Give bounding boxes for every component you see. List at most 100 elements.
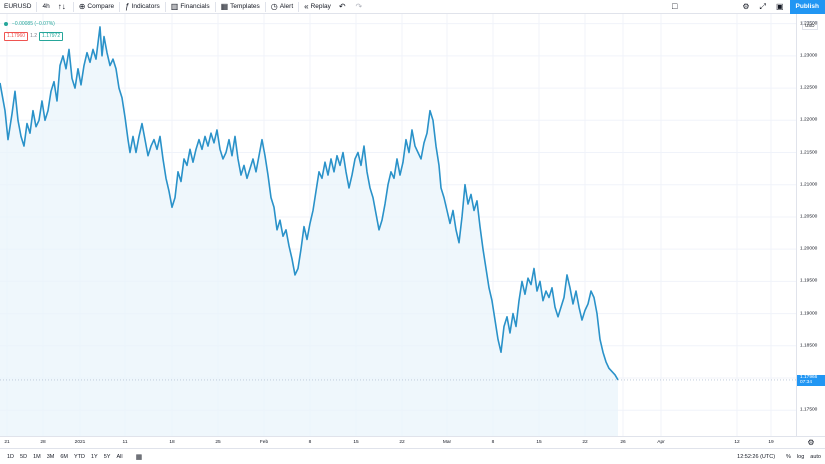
replay-icon: «: [304, 1, 309, 11]
chart-pane[interactable]: −0.00085 (−0.07%) 1.17960 1.2 1.17972: [0, 14, 797, 436]
templates-button[interactable]: ▦ Templates: [217, 0, 264, 14]
fullscreen-icon: ⤢: [759, 1, 766, 11]
time-tick-label: 15: [353, 440, 359, 445]
gear-icon: ⚙: [742, 1, 750, 11]
time-tick-label: 2021: [74, 440, 86, 445]
financials-label: Financials: [180, 3, 210, 10]
compare-label: Compare: [87, 3, 115, 10]
toolbar-divider: [72, 1, 74, 12]
toolbar-divider: [298, 1, 300, 12]
utc-clock[interactable]: 12:52:26 (UTC): [737, 453, 776, 460]
time-tick-label: 15: [536, 440, 542, 445]
range-button-all[interactable]: All: [116, 453, 123, 460]
range-button-3m[interactable]: 3M: [46, 453, 55, 460]
currency-label[interactable]: USD: [802, 21, 818, 30]
time-tick-label: 12: [734, 440, 740, 445]
range-button-5d[interactable]: 5D: [20, 453, 28, 460]
bars-icon: ↑↓: [57, 1, 66, 11]
indicators-label: Indicators: [131, 3, 160, 10]
time-tick-label: 26: [620, 440, 626, 445]
alarm-clock-icon: ◷: [270, 1, 278, 11]
auto-toggle[interactable]: auto: [810, 453, 821, 460]
indicators-button[interactable]: ƒ Indicators: [121, 0, 164, 14]
log-toggle[interactable]: log: [796, 453, 805, 460]
bottom-bar: 1D 5D 1M 3M 6M YTD 1Y 5Y All ▦ 12:52:26 (UTC) % …: [0, 448, 825, 464]
time-tick-label: 8: [491, 440, 495, 445]
range-button-1y[interactable]: 1Y: [90, 453, 98, 460]
price-tick-label: 1.18500: [800, 343, 818, 349]
time-tick-label: 22: [582, 440, 588, 445]
publish-button[interactable]: Publish: [789, 0, 825, 14]
indicators-icon: ƒ: [125, 1, 130, 11]
price-line: [0, 26, 619, 381]
snapshot-button[interactable]: ▣: [772, 0, 790, 14]
redo-icon: ↷: [355, 1, 363, 11]
time-tick-label: 18: [169, 440, 175, 445]
range-button-1m[interactable]: 1M: [33, 453, 41, 460]
time-tick-label: 21: [4, 440, 10, 445]
gear-icon: ⚙: [807, 438, 815, 447]
legend-change-row: −0.00085 (−0.07%): [4, 19, 63, 29]
toolbar-divider: [119, 1, 121, 12]
undo-button[interactable]: ↶: [335, 0, 352, 14]
time-scale[interactable]: 21 28 2021 11 18 25 Feb 8 15 22 Mar 8 15 22 26 Apr 12 19: [0, 436, 797, 448]
interval-label: 4h: [42, 3, 50, 10]
time-tick-label: 25: [215, 440, 221, 445]
time-tick-label: 28: [40, 440, 46, 445]
time-tick-label: Apr: [657, 440, 665, 445]
layout-button[interactable]: □: [668, 0, 683, 14]
toolbar-divider: [264, 1, 266, 12]
spread-value: 1.2: [30, 33, 38, 39]
range-button-1d[interactable]: 1D: [7, 453, 15, 460]
plus-circle-icon: ⊕: [78, 1, 86, 11]
toolbar-divider: [214, 1, 216, 12]
price-tick-label: 1.20500: [800, 214, 818, 220]
price-tick-label: 1.17500: [800, 407, 818, 413]
price-scale[interactable]: USD 1.23500 1.23000 1.22500 1.22000 1.21500 1…: [797, 14, 825, 436]
time-tick-label: Feb: [259, 440, 269, 445]
time-tick-label: 19: [768, 440, 774, 445]
range-button-6m[interactable]: 6M: [60, 453, 68, 460]
toolbar-divider: [36, 1, 38, 12]
scale-settings-button[interactable]: ⚙: [797, 436, 825, 448]
settings-button[interactable]: ⚙: [738, 0, 755, 14]
chart-style-button[interactable]: ↑↓: [54, 0, 72, 14]
redo-button[interactable]: ↷: [352, 0, 369, 14]
replay-button[interactable]: «Replay: [300, 0, 335, 14]
price-tick-label: 1.19500: [800, 278, 818, 284]
price-tick-label: 1.23500: [800, 21, 818, 27]
camera-icon: ▣: [775, 1, 784, 11]
price-tick-label: 1.23000: [800, 53, 818, 59]
range-button-5y[interactable]: 5Y: [103, 453, 111, 460]
range-buttons: 1D 5D 1M 3M 6M YTD 1Y 5Y All: [0, 454, 126, 460]
time-tick-label: 11: [122, 440, 128, 445]
price-tick-label: 1.21000: [800, 182, 818, 188]
compare-button[interactable]: ⊕ Compare: [75, 0, 118, 14]
time-tick-label: Mar: [442, 440, 452, 445]
alert-button[interactable]: ◷ Alert: [267, 0, 297, 14]
sell-price-button[interactable]: 1.17960: [4, 32, 29, 41]
calendar-icon[interactable]: ▦: [135, 453, 143, 461]
financials-icon: ▥: [170, 1, 179, 11]
percent-toggle[interactable]: %: [786, 453, 791, 460]
status-dot-icon: [4, 22, 8, 26]
buy-price-button[interactable]: 1.17972: [39, 32, 64, 41]
undo-icon: ↶: [338, 1, 346, 11]
price-tick-label: 1.22500: [800, 85, 818, 91]
bar-countdown: 07:34: [800, 380, 813, 386]
replay-label: Replay: [310, 3, 331, 10]
price-chart[interactable]: [0, 14, 797, 436]
legend-price-row: 1.17960 1.2 1.17972: [4, 32, 64, 41]
chart-legend: −0.00085 (−0.07%) 1.17960 1.2 1.17972: [4, 19, 64, 41]
range-button-ytd[interactable]: YTD: [73, 453, 85, 460]
price-tick-label: 1.19000: [800, 311, 818, 317]
symbol-search[interactable]: EURUSD: [0, 0, 35, 14]
last-price-tag: 1.17966 07:34: [797, 374, 825, 386]
templates-icon: ▦: [220, 1, 229, 11]
financials-button[interactable]: ▥ Financials: [167, 0, 214, 14]
interval-button[interactable]: 4h: [38, 0, 53, 14]
templates-label: Templates: [230, 3, 260, 10]
toolbar-divider: [164, 1, 166, 12]
fullscreen-button[interactable]: ⤢: [756, 0, 772, 14]
alert-label: Alert: [279, 3, 294, 10]
